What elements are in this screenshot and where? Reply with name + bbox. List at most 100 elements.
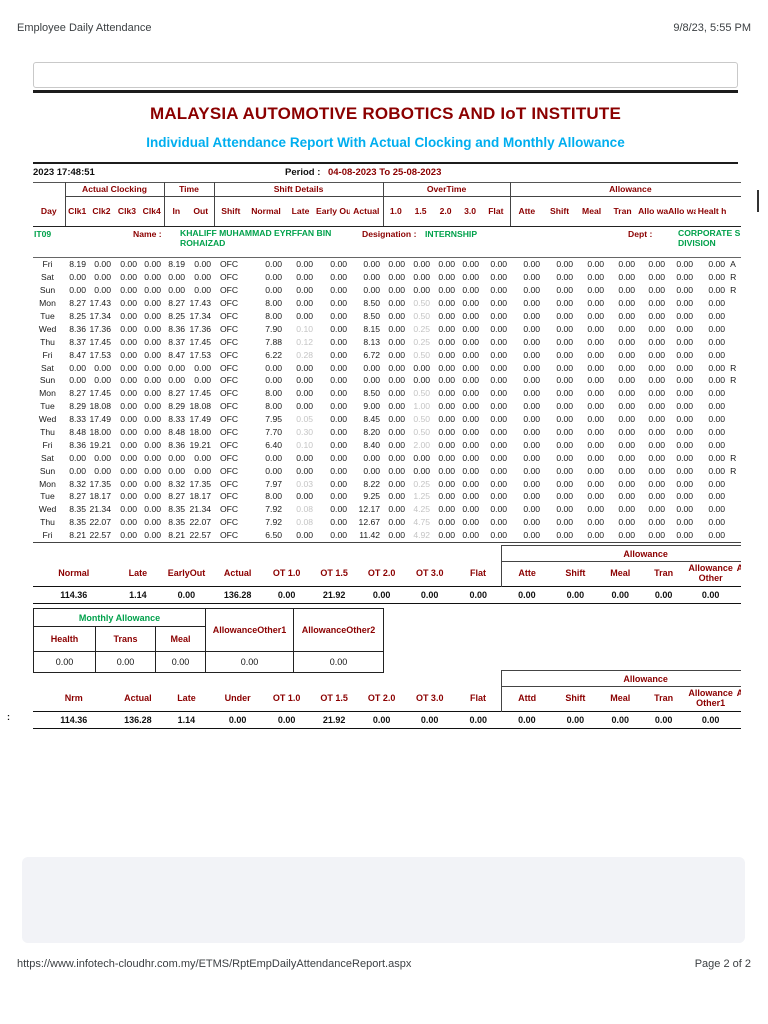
cell: 0.28 bbox=[296, 349, 314, 360]
cell: 0.00 bbox=[144, 272, 162, 283]
cell: 0.00 bbox=[413, 465, 431, 476]
attendance-row: Tue 8.29 18.08 0.00 0.00 8.29 18.08 OFC 8.00 0.00… bbox=[33, 400, 741, 413]
cell: 8.35 bbox=[69, 504, 86, 515]
cell: 0.00 bbox=[708, 336, 726, 347]
column-header: Clk3 bbox=[114, 196, 140, 227]
cell: 0.00 bbox=[556, 323, 574, 334]
attendance-row: Thu 8.37 17.45 0.00 0.00 8.37 17.45 OFC 7.88 0.12… bbox=[33, 335, 741, 348]
designation-label: Designation : bbox=[362, 229, 417, 239]
cell: 0.00 bbox=[69, 285, 86, 296]
cell: 0.00 bbox=[556, 517, 574, 528]
summary-label: Shift bbox=[565, 693, 586, 704]
cell: 0.00 bbox=[438, 530, 456, 541]
cell: 0.00 bbox=[676, 375, 694, 386]
cell: 0.00 bbox=[648, 517, 666, 528]
cell: 0.00 bbox=[265, 362, 283, 373]
cell: 0.30 bbox=[296, 427, 314, 438]
cell: 0.10 bbox=[296, 323, 314, 334]
cell: 8.21 bbox=[168, 530, 186, 541]
cell: 8.19 bbox=[168, 259, 186, 270]
cell: 18.17 bbox=[189, 491, 212, 502]
cell: OFC bbox=[219, 439, 239, 450]
cell: 8.27 bbox=[168, 388, 186, 399]
cell: 0.00 bbox=[708, 517, 726, 528]
cell: 0.00 bbox=[296, 388, 314, 399]
cell: 0.00 bbox=[490, 298, 508, 309]
cell: 8.00 bbox=[265, 298, 283, 309]
cell: 0.00 bbox=[523, 323, 541, 334]
cell: 0.00 bbox=[388, 504, 406, 515]
summary-value: 0.00 bbox=[263, 711, 310, 729]
cell: 0.03 bbox=[296, 478, 314, 489]
cell: 0.00 bbox=[523, 375, 541, 386]
cell: 0.00 bbox=[388, 362, 406, 373]
summary-label: Under bbox=[224, 692, 251, 703]
empty-footer-panel bbox=[22, 857, 745, 943]
cell: 0.00 bbox=[388, 401, 406, 412]
cell: 0.00 bbox=[490, 401, 508, 412]
cell: 8.20 bbox=[363, 427, 381, 438]
cell: 0.00 bbox=[490, 259, 508, 270]
cell: 0.00 bbox=[194, 285, 212, 296]
cell: 0.00 bbox=[556, 259, 574, 270]
column-header: Clk2 bbox=[89, 196, 114, 227]
attendance-row: Thu 8.35 22.07 0.00 0.00 8.35 22.07 OFC 7.92 0.08… bbox=[33, 516, 741, 529]
cell: 0.50 bbox=[413, 311, 431, 321]
cell: 0.00 bbox=[618, 530, 636, 541]
cell: 0.00 bbox=[523, 517, 541, 528]
summary-value: 0.00 bbox=[358, 586, 405, 604]
cell: 0.00 bbox=[556, 388, 574, 399]
cell: 0.00 bbox=[168, 375, 186, 386]
cell: 0.00 bbox=[120, 439, 137, 450]
cell: 0.25 bbox=[413, 323, 431, 334]
cell: 18.17 bbox=[89, 491, 111, 502]
cell: 0.00 bbox=[296, 285, 314, 296]
cell: 0.00 bbox=[708, 465, 726, 476]
summary-value: 0.00 bbox=[161, 586, 212, 604]
ma-value: 0.00 bbox=[293, 651, 384, 673]
cell: 0.00 bbox=[413, 452, 431, 463]
name-label: Name : bbox=[133, 229, 162, 239]
cell: 0.00 bbox=[120, 478, 137, 489]
cell: 0.00 bbox=[556, 504, 574, 515]
cell: 8.36 bbox=[168, 323, 186, 334]
cell: OFC bbox=[219, 517, 239, 528]
cell: 0.00 bbox=[144, 298, 162, 309]
ma-column-header: AllowanceOther1 bbox=[205, 608, 294, 652]
cell: 0.00 bbox=[587, 504, 605, 515]
summary-label: AllowanceOther2 bbox=[736, 687, 741, 712]
cell: 7.92 bbox=[265, 504, 283, 515]
column-header: In bbox=[163, 196, 189, 227]
cell: 0.00 bbox=[618, 491, 636, 502]
employee-dept: CORPORATE S DIVISION bbox=[678, 228, 741, 248]
cell: 0.00 bbox=[587, 530, 605, 541]
divider bbox=[33, 162, 738, 164]
cell: 0.00 bbox=[556, 285, 574, 296]
cell: 0.00 bbox=[296, 465, 314, 476]
cell: 0.00 bbox=[94, 452, 111, 463]
cell: 8.36 bbox=[69, 323, 86, 334]
cell: 0.00 bbox=[462, 439, 480, 450]
summary-label: Shift bbox=[565, 568, 586, 579]
cell: 0.00 bbox=[144, 414, 162, 425]
employee-designation: INTERNSHIP bbox=[425, 229, 478, 239]
cell: Fri bbox=[42, 439, 53, 450]
cell: 0.00 bbox=[438, 439, 456, 450]
spacer bbox=[33, 546, 502, 562]
cell: 0.00 bbox=[388, 323, 406, 334]
monthly-allowance-table: Monthly Allowance AllowanceOther1 Allowa… bbox=[33, 608, 384, 673]
cell: 0.00 bbox=[523, 311, 541, 321]
cell: 8.37 bbox=[168, 336, 186, 347]
summary-value: 0.00 bbox=[358, 711, 405, 729]
cell: 0.00 bbox=[523, 414, 541, 425]
cell: 0.00 bbox=[168, 285, 186, 296]
cell: 4.75 bbox=[413, 517, 431, 528]
cell: 0.00 bbox=[144, 504, 162, 515]
cell: A bbox=[730, 259, 736, 270]
cell: 0.00 bbox=[618, 298, 636, 309]
cell: 17.35 bbox=[189, 478, 212, 489]
cell: 0.00 bbox=[556, 272, 574, 283]
cell: 0.00 bbox=[676, 285, 694, 296]
cell: 0.00 bbox=[194, 272, 212, 283]
cell: 0.00 bbox=[330, 349, 348, 360]
